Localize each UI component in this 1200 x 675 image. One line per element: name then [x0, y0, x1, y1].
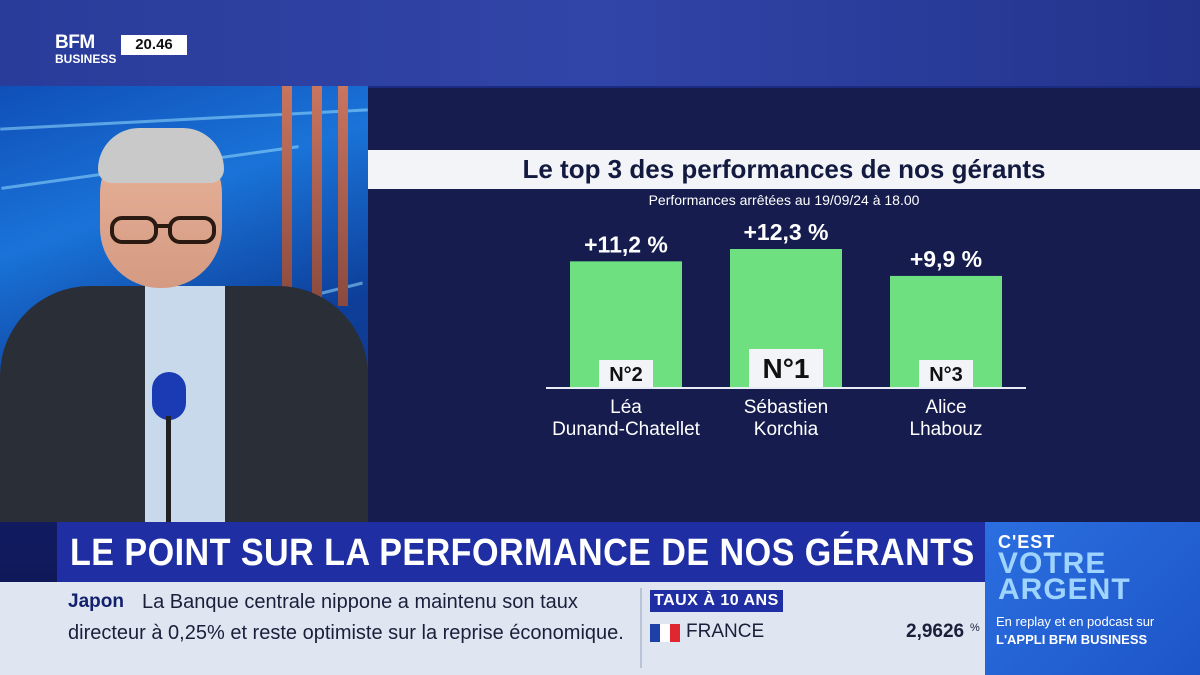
category-label: Dunand-Chatellet [552, 419, 701, 440]
rates-label: TAUX À 10 ANS [650, 590, 783, 612]
category-label: Alice [925, 397, 966, 418]
rank-badge [749, 349, 823, 387]
presenter-video [0, 86, 368, 522]
ticker-text-line-1: La Banque centrale nippone a maintenu so… [142, 591, 578, 613]
promo-line-4: En replay et en podcast sur [996, 614, 1155, 629]
category-label: Sébastien [744, 397, 829, 418]
rank-label: N°1 [763, 353, 810, 384]
rank-badge [599, 360, 653, 387]
rate-value: 2,9626 [906, 621, 965, 642]
chart-title-bar [368, 150, 1200, 189]
category-label: Lhabouz [910, 419, 983, 440]
data-label: +11,2 % [584, 231, 668, 257]
ticker-text-line-2: directeur à 0,25% et reste optimiste sur… [68, 622, 624, 644]
studio-pillar [338, 86, 348, 306]
data-label: +9,9 % [910, 246, 982, 272]
promo-line-5: L'APPLI BFM BUSINESS [996, 632, 1148, 647]
logo-line-1: BFM [55, 32, 95, 53]
presenter-hair [98, 128, 224, 183]
ticker-divider [640, 588, 642, 668]
flag-stripe [670, 624, 680, 642]
studio-pillar [312, 86, 322, 306]
rank-label: N°2 [609, 364, 643, 386]
rank-badge [919, 360, 973, 387]
headline-bar [57, 522, 985, 582]
channel-logo: BFM BUSINESS [55, 32, 119, 66]
logo-line-2: BUSINESS [55, 52, 117, 66]
promo-box [985, 522, 1200, 675]
on-air-clock: 20.46 [121, 35, 187, 55]
rate-unit: % [970, 622, 980, 634]
microphone-icon [152, 372, 186, 420]
glasses-icon [110, 216, 216, 244]
headline: LE POINT SUR LA PERFORMANCE DE NOS GÉRAN… [70, 532, 975, 574]
chart-title: Le top 3 des performances de nos gérants [522, 154, 1046, 184]
rate-country: FRANCE [686, 621, 765, 642]
flag-stripe [660, 624, 670, 642]
promo-line-3: ARGENT [998, 573, 1131, 606]
rank-label: N°3 [929, 364, 963, 386]
data-label: +12,3 % [743, 219, 828, 245]
microphone-stand [166, 416, 171, 522]
news-ticker [0, 582, 985, 675]
promo-line-1: C'EST [998, 532, 1056, 552]
category-label: Korchia [754, 419, 819, 440]
ticker-country: Japon [68, 591, 124, 612]
category-label: Léa [610, 397, 642, 418]
france-flag-icon [650, 624, 680, 642]
promo-line-2: VOTRE [998, 547, 1107, 580]
studio-pillar [282, 86, 292, 306]
chart-subtitle: Performances arrêtées au 19/09/24 à 18.0… [648, 192, 920, 208]
graphic-panel: Le top 3 des performances de nos gérants… [368, 88, 1200, 522]
flag-stripe [650, 624, 660, 642]
top-bar [0, 0, 1200, 86]
